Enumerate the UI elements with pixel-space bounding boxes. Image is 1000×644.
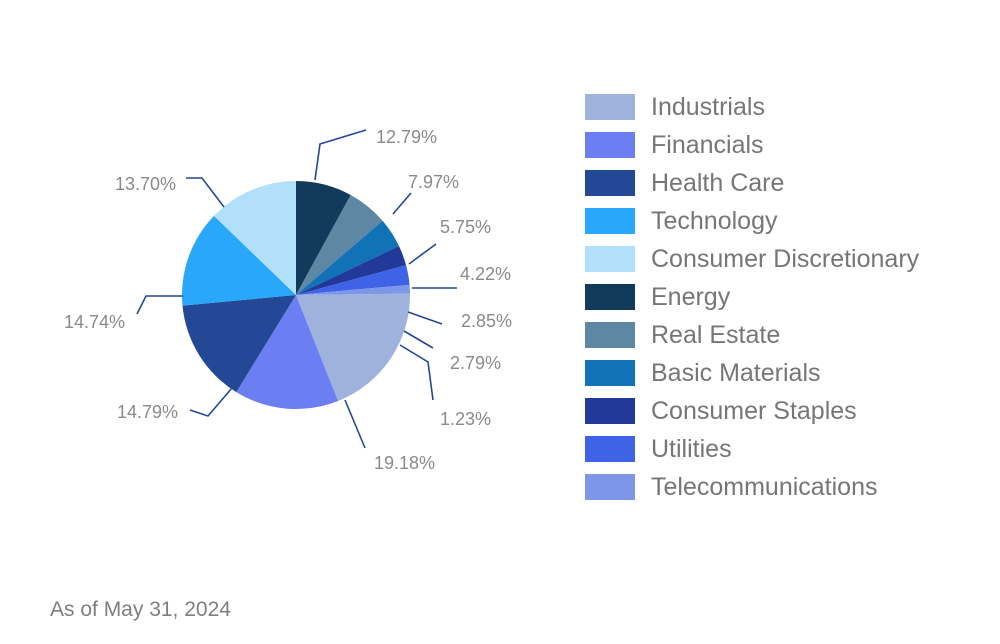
- pie-slice-utilities: [296, 265, 410, 295]
- legend-swatch: [585, 398, 635, 424]
- legend-label: Financials: [651, 130, 764, 159]
- legend-swatch: [585, 360, 635, 386]
- legend-label: Telecommunications: [651, 472, 878, 501]
- legend-swatch: [585, 94, 635, 120]
- legend-item-utilities: Utilities: [585, 430, 919, 468]
- legend-label: Real Estate: [651, 320, 781, 349]
- pie-slice-consumer-staples: [296, 246, 407, 295]
- pie-slice-consumer-discretionary: [213, 181, 296, 295]
- legend-swatch: [585, 284, 635, 310]
- pie-slice-real-estate: [296, 194, 383, 295]
- data-label-energy: 7.97%: [408, 172, 459, 192]
- legend-label: Consumer Discretionary: [651, 244, 920, 273]
- legend-swatch: [585, 170, 635, 196]
- leader-line-consumer-discretionary: [314, 129, 367, 181]
- leader-line-industrials: [344, 399, 366, 449]
- leader-line-financials: [189, 387, 233, 417]
- legend-item-consumer-discretionary: Consumer Discretionary: [585, 240, 919, 278]
- legend: Industrials Financials Health Care Technolo…: [585, 88, 919, 506]
- leader-line-utilities: [403, 330, 434, 349]
- data-label-utilities: 2.79%: [450, 353, 501, 373]
- legend-swatch: [585, 474, 635, 500]
- data-label-financials: 14.79%: [117, 402, 178, 422]
- legend-label: Consumer Staples: [651, 396, 857, 425]
- legend-label: Utilities: [651, 434, 732, 463]
- data-label-real-estate: 5.75%: [440, 217, 491, 237]
- data-label-telecommunications: 1.23%: [440, 409, 491, 429]
- legend-item-telecommunications: Telecommunications: [585, 468, 919, 506]
- leader-line-health-care: [136, 295, 183, 315]
- legend-item-basic-materials: Basic Materials: [585, 354, 919, 392]
- pie-slice-telecommunications: [296, 284, 410, 295]
- legend-label: Basic Materials: [651, 358, 821, 387]
- legend-item-energy: Energy: [585, 278, 919, 316]
- legend-label: Health Care: [651, 168, 785, 197]
- legend-swatch: [585, 322, 635, 348]
- legend-item-health-care: Health Care: [585, 164, 919, 202]
- pie-slice-energy: [296, 181, 351, 295]
- leader-line-consumer-staples: [407, 311, 443, 325]
- data-label-technology: 13.70%: [115, 174, 176, 194]
- leader-line-telecommunications: [399, 344, 434, 401]
- leader-line-technology: [186, 177, 225, 208]
- data-label-basic-materials: 4.22%: [460, 264, 511, 284]
- legend-item-technology: Technology: [585, 202, 919, 240]
- pie-slice-technology: [182, 215, 296, 306]
- data-label-consumer-staples: 2.85%: [461, 311, 512, 331]
- legend-swatch: [585, 246, 635, 272]
- legend-swatch: [585, 132, 635, 158]
- leader-line-energy: [392, 192, 412, 215]
- legend-label: Industrials: [651, 92, 765, 121]
- as-of-date: As of May 31, 2024: [50, 598, 231, 621]
- pie-chart: 7.97% 5.75% 4.22% 2.85% 2.79% 1.23% 19.18% 14.7…: [64, 127, 512, 473]
- pie-slice-financials: [236, 295, 339, 410]
- data-label-health-care: 14.74%: [64, 312, 125, 332]
- data-label-industrials: 19.18%: [374, 453, 435, 473]
- leader-line-real-estate: [408, 243, 437, 265]
- legend-item-financials: Financials: [585, 126, 919, 164]
- pie-slice-health-care: [182, 295, 296, 393]
- pie-slice-industrials: [296, 293, 410, 401]
- legend-swatch: [585, 436, 635, 462]
- pie-slice-basic-materials: [296, 220, 399, 295]
- legend-item-consumer-staples: Consumer Staples: [585, 392, 919, 430]
- legend-item-industrials: Industrials: [585, 88, 919, 126]
- legend-label: Energy: [651, 282, 731, 311]
- legend-swatch: [585, 208, 635, 234]
- legend-label: Technology: [651, 206, 778, 235]
- data-label-consumer-discretionary: 12.79%: [376, 127, 437, 147]
- legend-item-real-estate: Real Estate: [585, 316, 919, 354]
